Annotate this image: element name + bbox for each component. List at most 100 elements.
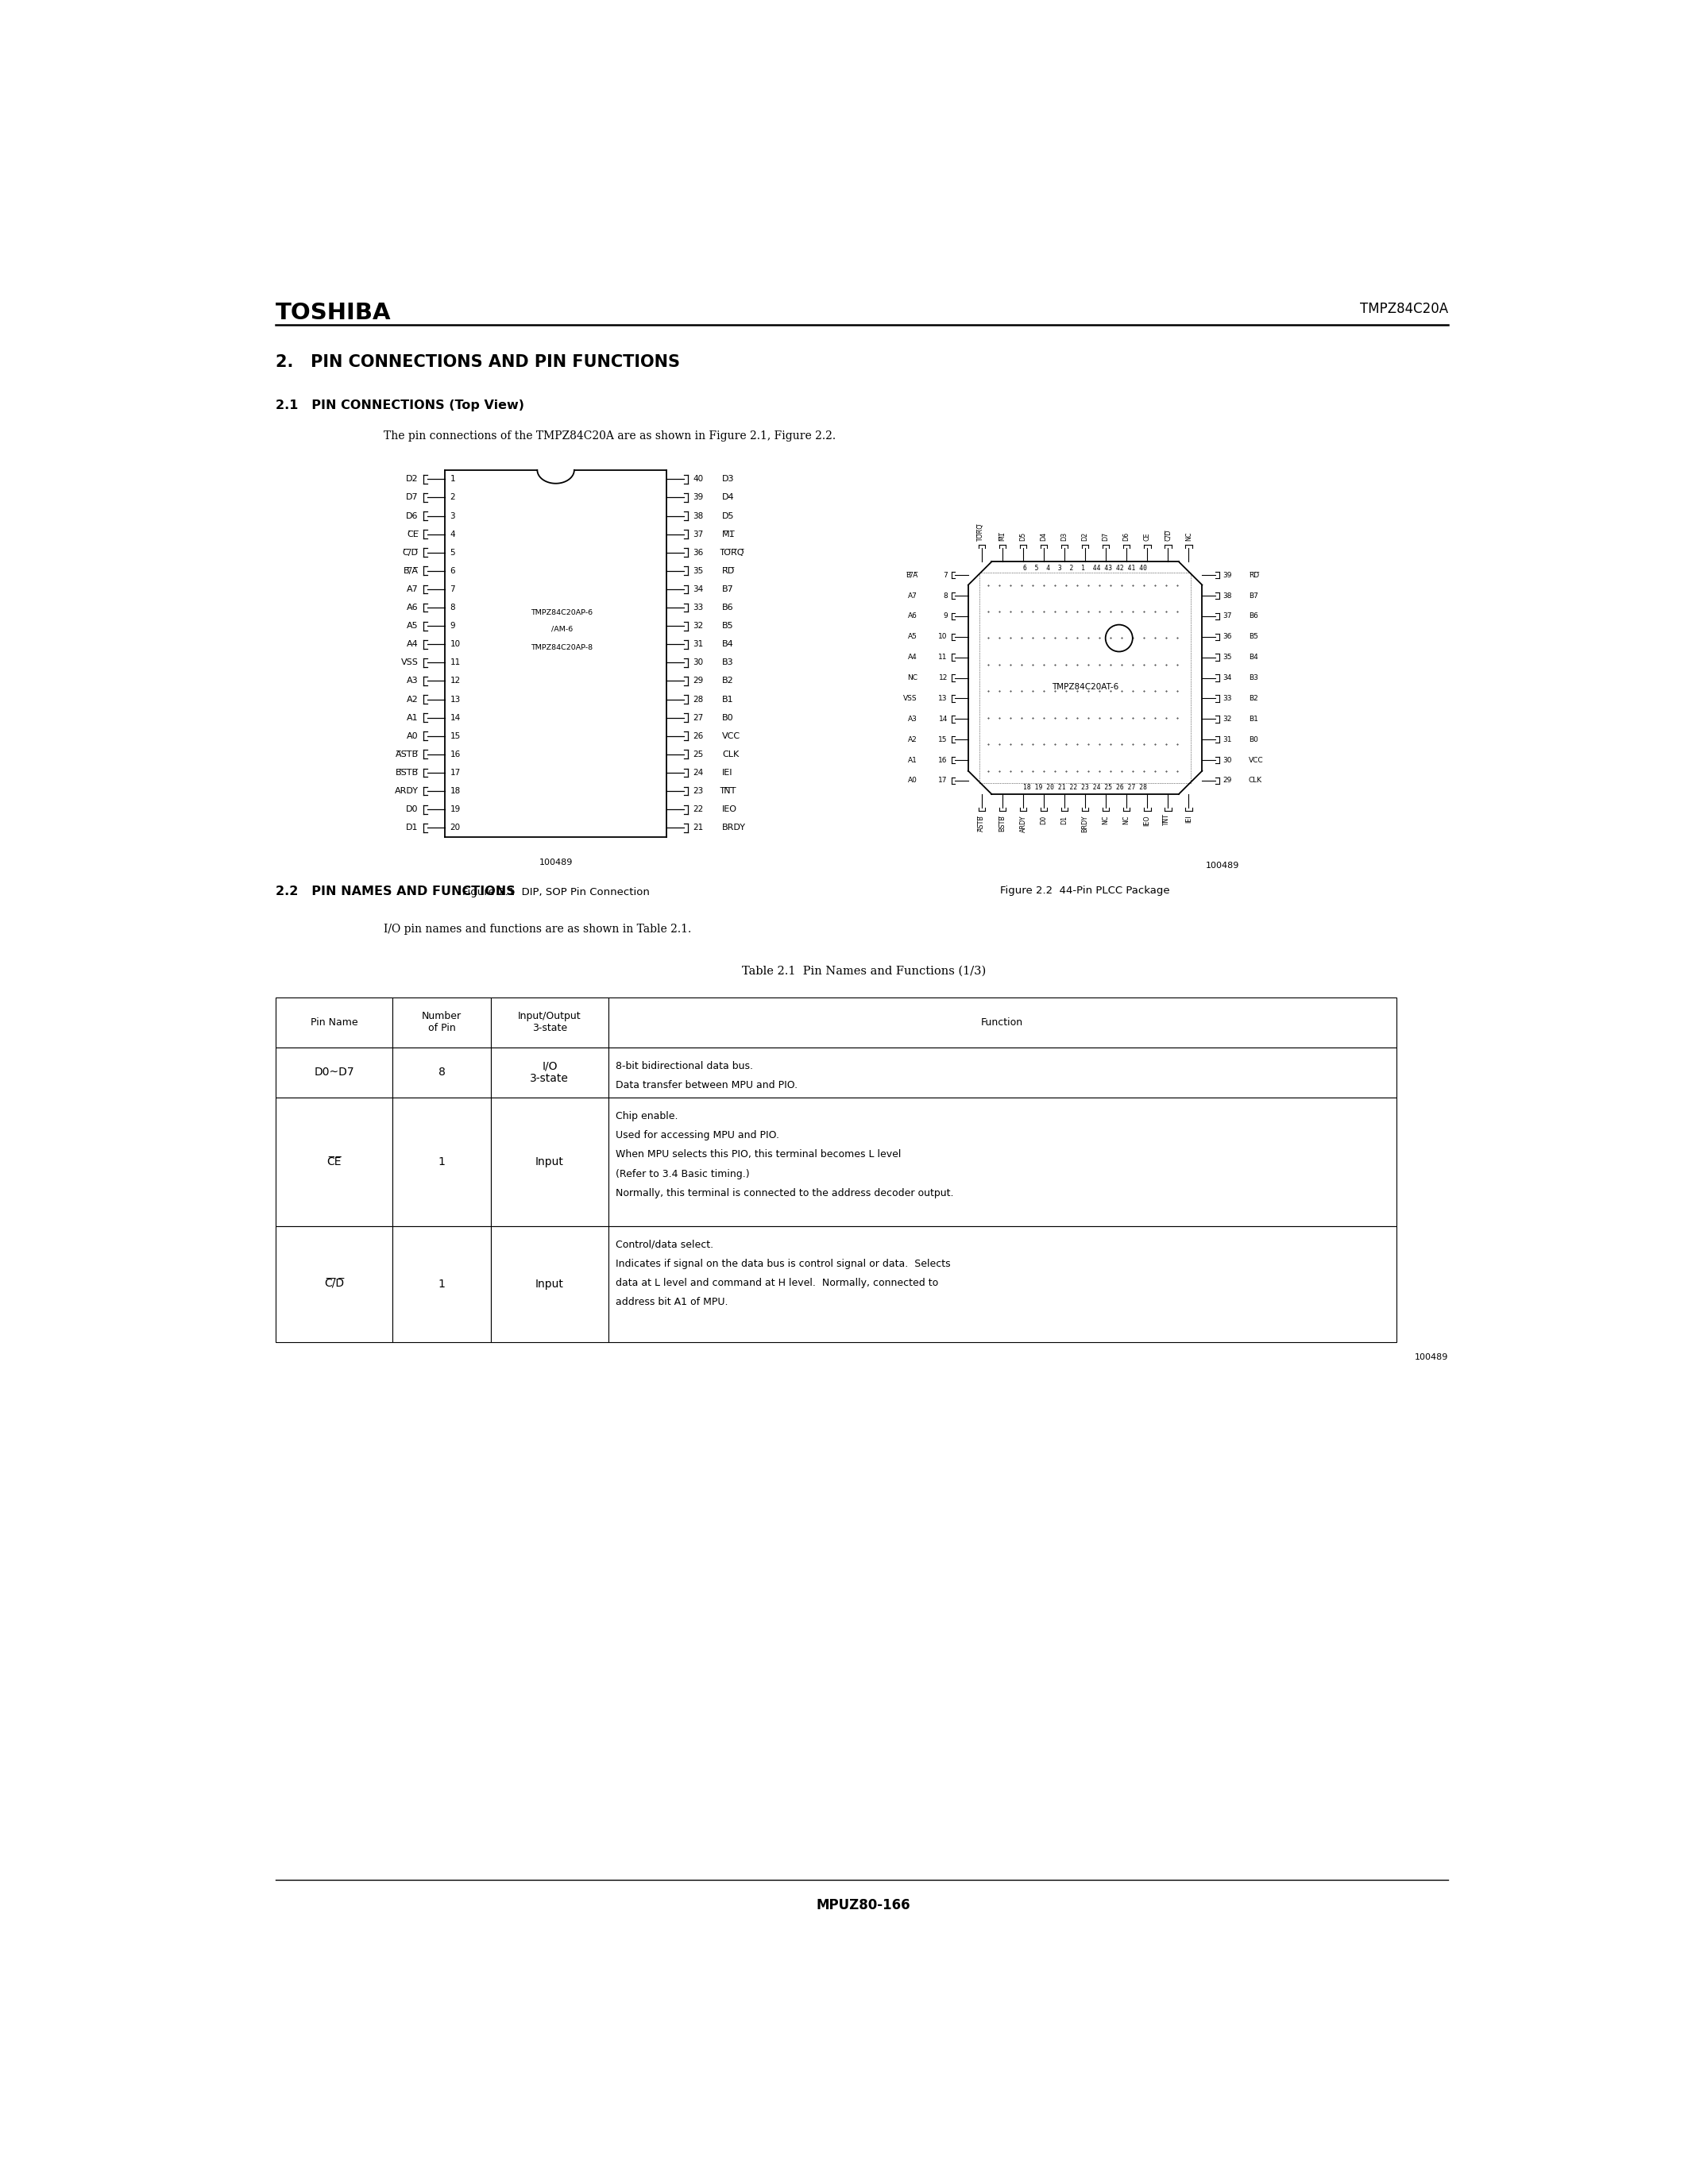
Text: 8: 8	[439, 1066, 446, 1079]
Text: A5: A5	[407, 622, 419, 629]
Text: 100489: 100489	[1205, 860, 1239, 869]
Text: 31: 31	[1222, 736, 1232, 743]
Text: 23: 23	[694, 786, 704, 795]
Text: 9: 9	[451, 622, 456, 629]
Text: B1: B1	[722, 695, 734, 703]
Text: A0: A0	[908, 778, 918, 784]
Text: 8: 8	[451, 603, 456, 612]
Text: B7: B7	[722, 585, 734, 594]
Text: 18 19 20 21 22 23 24 25 26 27 28: 18 19 20 21 22 23 24 25 26 27 28	[1023, 784, 1148, 791]
Text: A2: A2	[407, 695, 419, 703]
Bar	[275, 1048, 393, 1096]
Text: 35: 35	[694, 568, 704, 574]
Text: C̅E̅: C̅E̅	[327, 1155, 341, 1166]
Text: 17: 17	[451, 769, 461, 778]
Text: TOSHIBA: TOSHIBA	[275, 301, 392, 323]
Text: B7: B7	[1249, 592, 1258, 598]
Bar	[491, 1225, 608, 1341]
Text: 8-bit bidirectional data bus.: 8-bit bidirectional data bus.	[616, 1061, 753, 1070]
Text: 14: 14	[451, 714, 461, 721]
Text: BRDY: BRDY	[1082, 815, 1089, 832]
Text: B2: B2	[722, 677, 734, 686]
Text: Pin Name: Pin Name	[311, 1018, 358, 1026]
Text: VCC: VCC	[722, 732, 741, 740]
Text: Input: Input	[535, 1155, 564, 1166]
Text: I̅O̅R̅Q̅: I̅O̅R̅Q̅	[722, 548, 744, 557]
Text: NC: NC	[1185, 531, 1192, 542]
Text: I/O pin names and functions are as shown in Table 2.1.: I/O pin names and functions are as shown…	[383, 924, 690, 935]
Text: A1: A1	[908, 756, 918, 764]
Text: B5: B5	[1249, 633, 1258, 640]
Text: IEI: IEI	[1185, 815, 1192, 823]
Text: 33: 33	[694, 603, 704, 612]
Text: (Refer to 3.4 Basic timing.): (Refer to 3.4 Basic timing.)	[616, 1168, 749, 1179]
Bar	[608, 1048, 1396, 1096]
Text: 22: 22	[694, 806, 704, 812]
Text: Figure 2.2  44-Pin PLCC Package: Figure 2.2 44-Pin PLCC Package	[1001, 887, 1170, 895]
Text: 38: 38	[694, 511, 704, 520]
Circle shape	[1106, 625, 1133, 651]
Text: NC: NC	[906, 675, 918, 681]
Text: 11: 11	[939, 653, 947, 662]
Text: IEO: IEO	[1144, 815, 1151, 826]
Text: 32: 32	[1222, 716, 1232, 723]
Text: CLK: CLK	[722, 751, 739, 758]
Text: D0: D0	[407, 806, 419, 812]
Text: A6: A6	[407, 603, 419, 612]
Text: Input/Output
3-state: Input/Output 3-state	[518, 1011, 581, 1033]
Bar	[393, 998, 491, 1048]
Bar	[491, 1048, 608, 1096]
Bar	[275, 1096, 393, 1225]
Bar	[608, 998, 1396, 1048]
Text: TMPZ84C20A: TMPZ84C20A	[1361, 301, 1448, 317]
Text: D6: D6	[1123, 531, 1131, 542]
Text: 1: 1	[451, 476, 456, 483]
Text: B0: B0	[1249, 736, 1258, 743]
Text: A̅S̅T̅B̅: A̅S̅T̅B̅	[977, 815, 986, 832]
Text: data at L level and command at H level.  Normally, connected to: data at L level and command at H level. …	[616, 1278, 939, 1289]
Text: 5: 5	[451, 548, 456, 557]
Text: 3: 3	[451, 511, 456, 520]
Text: D3: D3	[1062, 531, 1069, 542]
Text: Figure 2.1  DIP, SOP Pin Connection: Figure 2.1 DIP, SOP Pin Connection	[463, 887, 650, 898]
Text: A7: A7	[908, 592, 918, 598]
Text: IEI: IEI	[722, 769, 733, 778]
Text: 13: 13	[451, 695, 461, 703]
Text: B6: B6	[1249, 614, 1258, 620]
Text: 37: 37	[694, 531, 704, 537]
Text: 39: 39	[694, 494, 704, 502]
Text: 100489: 100489	[1415, 1354, 1448, 1361]
Text: I̅O̅R̅Q̅: I̅O̅R̅Q̅	[977, 524, 986, 542]
Text: D7: D7	[407, 494, 419, 502]
Text: D5: D5	[722, 511, 734, 520]
Text: 20: 20	[451, 823, 461, 832]
Text: B̅/̅A̅: B̅/̅A̅	[403, 568, 419, 574]
Text: ARDY: ARDY	[1020, 815, 1026, 832]
Text: B3: B3	[722, 660, 734, 666]
Text: 28: 28	[694, 695, 704, 703]
Text: ARDY: ARDY	[395, 786, 419, 795]
Text: IEO: IEO	[722, 806, 738, 812]
Text: 24: 24	[694, 769, 704, 778]
Text: CLK: CLK	[1249, 778, 1263, 784]
Text: 32: 32	[694, 622, 704, 629]
Text: 10: 10	[939, 633, 947, 640]
Text: address bit A1 of MPU.: address bit A1 of MPU.	[616, 1297, 728, 1308]
Text: 7: 7	[451, 585, 456, 594]
Text: D4: D4	[722, 494, 734, 502]
Text: Number
of Pin: Number of Pin	[422, 1011, 463, 1033]
Text: VCC: VCC	[1249, 756, 1263, 764]
Text: 1: 1	[439, 1155, 446, 1166]
Text: 21: 21	[694, 823, 704, 832]
Text: Control/data select.: Control/data select.	[616, 1238, 714, 1249]
Text: 37: 37	[1222, 614, 1232, 620]
Bar	[491, 998, 608, 1048]
Text: B3: B3	[1249, 675, 1258, 681]
Text: B0: B0	[722, 714, 734, 721]
Text: VSS: VSS	[402, 660, 419, 666]
Text: A2: A2	[908, 736, 918, 743]
Text: 9: 9	[944, 614, 947, 620]
Text: BRDY: BRDY	[722, 823, 746, 832]
Text: NC: NC	[1123, 815, 1131, 823]
Text: VSS: VSS	[903, 695, 918, 701]
